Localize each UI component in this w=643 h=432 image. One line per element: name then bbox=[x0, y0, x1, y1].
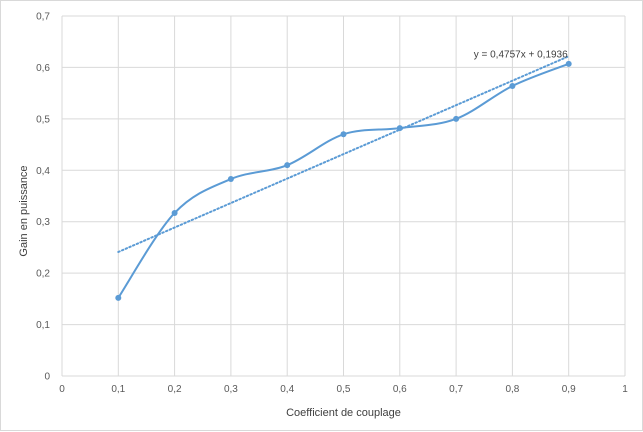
y-tick-label: 0,3 bbox=[36, 217, 50, 228]
data-point bbox=[565, 60, 572, 67]
y-tick-label: 0,5 bbox=[36, 114, 50, 125]
x-tick-label: 0,8 bbox=[505, 384, 519, 395]
data-point bbox=[227, 176, 234, 183]
x-tick-label: 0,6 bbox=[393, 384, 407, 395]
y-tick-label: 0,6 bbox=[36, 63, 50, 74]
data-point bbox=[340, 131, 347, 138]
y-tick-label: 0,1 bbox=[36, 320, 50, 331]
y-tick-label: 0,4 bbox=[36, 166, 50, 177]
data-point bbox=[115, 294, 122, 301]
x-tick-label: 0,9 bbox=[562, 384, 576, 395]
trendline-group bbox=[117, 55, 570, 253]
data-point bbox=[396, 125, 403, 132]
tick-labels: 0 0,1 0,2 0,3 0,4 0,5 0,6 0,7 0,8 0,9 1 0 0,1 0,2 0,3 0… bbox=[36, 12, 628, 396]
x-tick-label: 0,3 bbox=[224, 384, 238, 395]
x-tick-label: 1 bbox=[622, 384, 628, 395]
y-tick-label: 0,7 bbox=[36, 12, 50, 23]
y-axis-title: Gain en puissance bbox=[18, 165, 30, 256]
y-tick-label: 0,2 bbox=[36, 269, 50, 280]
trendline-equation: y = 0,4757x + 0,1936 bbox=[474, 49, 568, 60]
data-point bbox=[453, 115, 460, 122]
x-tick-label: 0,7 bbox=[449, 384, 463, 395]
data-point bbox=[171, 209, 178, 216]
x-tick-label: 0,4 bbox=[280, 384, 294, 395]
x-tick-label: 0,5 bbox=[337, 384, 351, 395]
x-tick-label: 0,1 bbox=[111, 384, 125, 395]
x-tick-label: 0,2 bbox=[168, 384, 182, 395]
x-tick-label: 0 bbox=[59, 384, 65, 395]
gridlines bbox=[61, 15, 626, 377]
data-point bbox=[284, 162, 291, 169]
data-point bbox=[509, 82, 516, 89]
series-group bbox=[115, 60, 572, 301]
x-axis-title: Coefficient de couplage bbox=[286, 407, 401, 419]
y-tick-label: 0 bbox=[44, 372, 50, 383]
trendline bbox=[117, 55, 570, 253]
